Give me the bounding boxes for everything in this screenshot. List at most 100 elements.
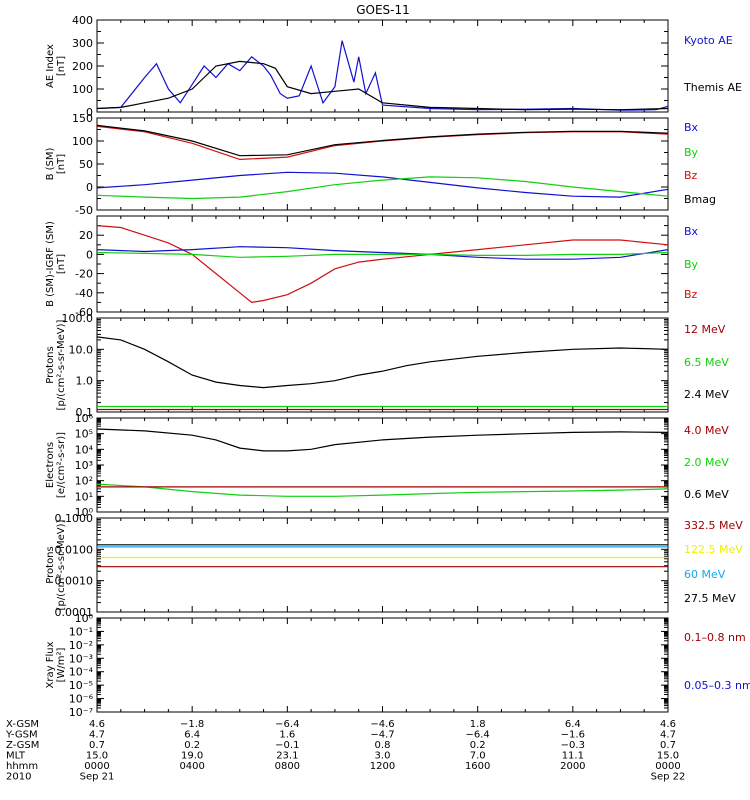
panel-electrons: 10⁰ 10¹ 10² 10³ 10⁴ 10⁵ 10⁶ Electrons[e/(cm²-s-… [45,412,729,519]
x-row-label: X-GSM [6,719,39,730]
y-tick-label: 150 [72,112,93,125]
x-row-value: 0.8 [375,740,391,751]
x-row-value: 1600 [465,761,490,772]
x-row-value: 4.7 [89,730,105,741]
x-row-value: 19.0 [181,751,203,762]
panel-frame [96,317,669,413]
x-row-value: Sep 22 [651,772,686,783]
legend-entry: 0.05–0.3 nm [684,679,750,692]
legend-entry: 4.0 MeV [684,424,729,437]
legend-entry: Themis AE [683,81,742,94]
x-row-value: 3.0 [375,751,391,762]
legend-entry: 60 MeV [684,568,726,581]
y-tick-label: 10⁰ [75,506,94,519]
y-axis-label: B (SM)[nT] [45,147,67,180]
y-tick-label: 10⁻⁶ [69,693,94,706]
x-row-value: 4.6 [89,719,105,730]
x-row-value: 0.7 [89,740,105,751]
x-row-value: −1.8 [180,719,204,730]
x-row-label: hhmm [6,761,38,772]
series-line-themis-ae [96,60,669,111]
x-row-value: 1.8 [470,719,486,730]
series-line-bx [96,246,669,260]
panel-frame [96,617,669,713]
y-tick-label: 100.0 [62,312,94,325]
y-tick-label: -20 [75,268,93,281]
y-tick-label: 10⁻⁴ [69,666,94,679]
x-row-value: Sep 21 [80,772,115,783]
legend-entry: By [684,146,699,159]
y-axis-label: Electrons[e/(cm²-s-sr)] [45,432,67,498]
legend-entry: Kyoto AE [684,34,733,47]
y-tick-label: -50 [75,204,93,217]
figure-title: GOES-11 [356,3,410,17]
y-tick-label: 10¹ [75,490,93,503]
y-axis-label: AE Index[nT] [45,44,67,88]
y-tick-label: 10⁰ [75,612,94,625]
y-tick-label: 100 [72,135,93,148]
legend-entry: Bz [684,288,698,301]
y-tick-label: 0.1 [76,406,94,419]
legend-entry: 0.1–0.8 nm [684,631,746,644]
y-tick-label: -40 [75,287,93,300]
legend-entry: 27.5 MeV [684,592,736,605]
y-tick-label: 50 [79,158,93,171]
x-row-value: −6.4 [466,730,490,741]
x-row-value: 1.6 [279,730,295,741]
x-row-value: 0800 [275,761,300,772]
x-row-value: −4.6 [370,719,394,730]
x-row-value: 6.4 [565,719,581,730]
x-row-value: 0000 [84,761,109,772]
y-tick-label: 10.0 [69,343,94,356]
y-tick-label: 10⁻² [69,639,93,652]
y-tick-label: 400 [72,14,93,27]
x-row-value: 0.7 [660,740,676,751]
x-row-value: −0.1 [275,740,299,751]
legend-entry: 12 MeV [684,323,726,336]
y-tick-label: 10⁶ [75,412,94,425]
x-row-value: −1.6 [561,730,585,741]
x-row-value: 0400 [179,761,204,772]
x-row-value: 11.1 [562,751,584,762]
x-row-label: MLT [6,751,26,762]
y-tick-label: 1.0 [76,375,94,388]
y-tick-label: 10⁻⁵ [69,679,93,692]
y-tick-label: 10³ [75,459,93,472]
y-tick-label: 10² [75,475,93,488]
series-line-kyoto-ae [96,40,669,111]
legend-entry: 0.6 MeV [684,488,729,501]
series-line-2-0-mev [96,483,669,497]
x-row-value: 2000 [560,761,585,772]
x-row-label: Z-GSM [6,740,39,751]
y-axis-label: Xray Flux[W/m²] [45,641,67,688]
y-tick-label: 20 [79,229,93,242]
x-row-value: 4.7 [660,730,676,741]
x-row-label: Y-GSM [5,730,38,741]
x-row-value: 6.4 [184,730,200,741]
y-tick-label: 0.0001 [55,606,94,619]
y-tick-label: 0.0010 [55,575,94,588]
legend-entry: 122.5 MeV [684,543,743,556]
series-line-by [96,176,669,200]
series-line-by [96,251,669,258]
x-row-value: −4.7 [370,730,394,741]
panel-ae: 0 100 200 300 400 AE Index[nT] Kyoto AE Themis … [45,14,742,119]
panel-frame [96,215,669,313]
x-row-value: 15.0 [657,751,679,762]
x-row-value: 0.2 [470,740,486,751]
legend-entry: Bmag [684,193,716,206]
y-tick-label: 10⁴ [75,443,94,456]
y-tick-label: 0 [86,106,93,119]
series-line-bmag [96,124,669,157]
x-row-value: 0.2 [184,740,200,751]
y-tick-label: 10⁵ [75,428,93,441]
panel-frame [96,517,669,613]
x-row-value: 4.6 [660,719,676,730]
legend-entry: 2.0 MeV [684,456,729,469]
x-row-value: 0000 [655,761,680,772]
y-tick-label: 300 [72,37,93,50]
series-line-bx [96,171,669,198]
legend-entry: Bz [684,169,698,182]
